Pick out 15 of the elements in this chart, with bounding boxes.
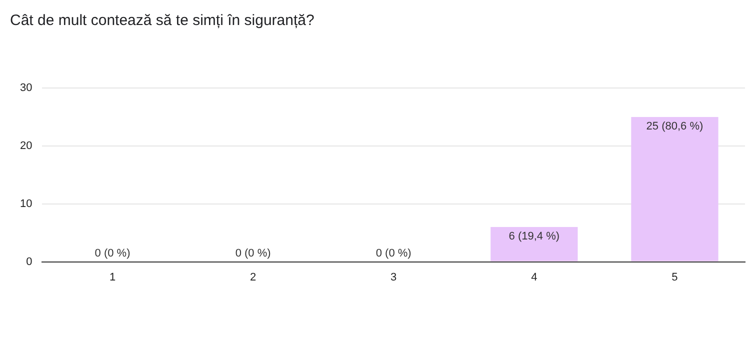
data-label: 0 (0 %) [376, 247, 412, 260]
x-tick-label: 5 [672, 271, 678, 284]
y-tick-label: 20 [20, 140, 32, 152]
x-tick-label: 1 [109, 271, 116, 284]
y-tick-label: 0 [26, 256, 32, 268]
y-tick-label: 10 [20, 198, 32, 210]
data-label: 0 (0 %) [94, 247, 130, 260]
chart-title: Cât de mult contează să te simți în siguranță? [10, 12, 314, 30]
y-tick-label: 30 [20, 82, 32, 94]
x-tick-label: 3 [390, 271, 397, 284]
x-tick-label: 4 [531, 271, 538, 284]
x-tick-label: 2 [250, 271, 256, 284]
data-label: 0 (0 %) [235, 247, 271, 260]
data-label: 25 (80,6 %) [646, 120, 704, 132]
data-label: 6 (19,4 %) [508, 230, 560, 243]
